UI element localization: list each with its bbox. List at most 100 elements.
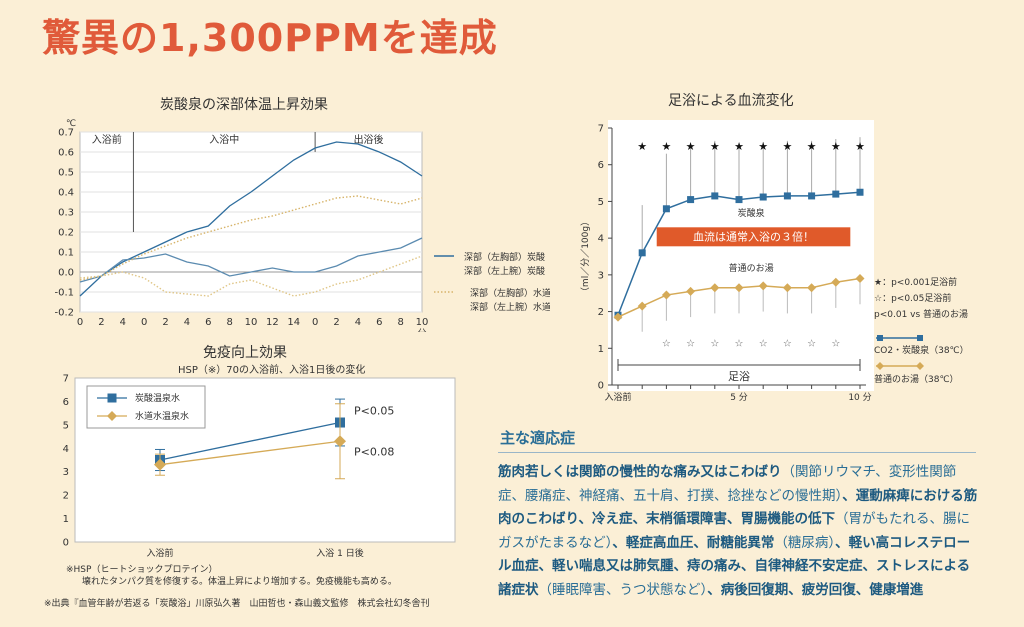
- indication-note-segment: （胃がもたれる、腸にガスがたまるなど）: [498, 511, 970, 551]
- chart1-x-unit: 分: [417, 328, 426, 332]
- chart2-y-tick: 3: [63, 467, 69, 478]
- chart1-y-tick: 0.3: [58, 208, 74, 219]
- chart3-legend-note: p<0.01 vs 普通のお湯: [874, 308, 968, 320]
- chart3-point: [711, 192, 719, 200]
- chart1-x-tick: 0: [77, 317, 83, 328]
- chart3-open-star-marker: ☆: [662, 338, 671, 349]
- chart3-y-tick: 0: [598, 381, 604, 392]
- indication-note-segment: （睡眠障害、うつ状態など）: [538, 581, 708, 598]
- chart2-x-label: 入浴前: [146, 547, 173, 559]
- chart1-series-line-2: [79, 237, 423, 283]
- chart3-point: [710, 283, 720, 293]
- chart2-y-tick: 5: [63, 420, 69, 431]
- chart2-x-label: 入浴 1 日後: [316, 547, 363, 559]
- chart1-x-tick: 6: [376, 317, 382, 328]
- chart1-y-tick: -0.2: [54, 308, 74, 319]
- chart3-point: [855, 274, 865, 284]
- chart1-phase-label: 出浴後: [354, 133, 384, 146]
- chart2-point: [334, 435, 346, 448]
- chart1-y-unit: ℃: [66, 119, 76, 129]
- chart2-annotation: P<0.05: [354, 405, 394, 418]
- chart3-point: [637, 301, 647, 311]
- chart3-y-tick: 6: [598, 160, 604, 171]
- indication-note-segment: （糖尿病）: [774, 534, 836, 551]
- chart3-point: [758, 281, 768, 291]
- chart1-legend-label: 深部（左上腕）水道水: [470, 301, 550, 313]
- chart3-open-star-marker: ☆: [807, 338, 816, 349]
- chart2-series-line-2: [159, 440, 341, 466]
- chart3-point: [783, 192, 791, 200]
- chart3-point: [734, 283, 744, 293]
- chart1-series-line-1: [79, 141, 423, 297]
- chart3-point: [782, 283, 792, 293]
- chart1-y-tick: 0.6: [58, 148, 74, 159]
- chart3-star-marker: ★: [710, 140, 720, 153]
- chart3-series-label: 普通のお湯: [729, 262, 774, 274]
- chart3-star-marker: ★: [637, 140, 647, 153]
- chart2-point: [154, 458, 166, 471]
- indication-bold-segment: 筋肉若しくは関節の慢性的な痛み又はこわばり: [498, 464, 782, 480]
- chart3-x-label: 5 分: [730, 392, 748, 403]
- indications-text: 筋肉若しくは関節の慢性的な痛み又はこわばり（関節リウマチ、変形性関節症、腰痛症、…: [498, 461, 978, 602]
- chart1-legend-label: 深部（左胸部）水道水: [470, 287, 550, 299]
- chart2-legend-marker: [107, 411, 117, 421]
- chart3-y-tick: 7: [598, 124, 604, 135]
- chart2-annotation: P<0.08: [354, 445, 394, 458]
- chart3-point: [638, 249, 646, 257]
- chart1-x-tick: 14: [287, 317, 300, 328]
- chart1-x-tick: 0: [312, 317, 318, 328]
- chart1-x-tick: 8: [397, 317, 403, 328]
- source-citation: ※出典『血管年齢が若返る「炭酸浴」川原弘久著 山田哲也・森山義文監修 株式会社幻…: [44, 599, 430, 609]
- chart3-point: [759, 193, 767, 201]
- chart3-legend-marker: [877, 335, 883, 341]
- chart3-point: [613, 312, 623, 322]
- chart1-legend-label: 深部（左胸部）炭酸: [464, 252, 545, 263]
- chart3-legend-label: CO2・炭酸泉（38℃）: [874, 344, 969, 356]
- headline: 驚異の1,300PPMを達成: [42, 16, 498, 60]
- chart3-legend-marker: [917, 335, 923, 341]
- chart3-x-label: 入浴前: [604, 391, 631, 403]
- chart1-x-tick: 2: [162, 317, 168, 328]
- chart2-y-tick: 0: [63, 538, 69, 549]
- chart2-legend-label: 炭酸温泉水: [135, 392, 180, 404]
- chart1-series-line-3: [79, 195, 423, 281]
- chart3-y-label: （ml／分／100g）: [580, 217, 591, 296]
- indication-bold-segment: 、軽い高コレステロール血症、軽い喘息又は肺気腫、痔の痛み、自律神経不安定症、スト…: [498, 534, 971, 598]
- chart3-callout-text: 血流は通常入浴の３倍！: [693, 229, 814, 243]
- chart3-point: [807, 283, 817, 293]
- chart3-star-marker: ★: [855, 140, 865, 153]
- chart1-svg: 0.7 0.6 0.5 0.4 0.3 0.2 0.1 0.0 -0.1 -0.2 ℃ 0 2 4 0 2 4 6…: [54, 119, 429, 332]
- chart3-point: [735, 196, 743, 204]
- chart3-svg: 7 6 5 4 3 2 1 0 （ml／分／100g） 入浴前 5 分 10 分 足浴 ★ ★ ☆ ★ ☆ ★ ☆ ★ ☆…: [580, 120, 874, 403]
- indications-divider: [498, 452, 976, 453]
- chart1-title: 炭酸泉の深部体温上昇効果: [160, 97, 328, 113]
- chart3-y-tick: 1: [598, 344, 604, 355]
- chart3-open-star-marker: ☆: [735, 338, 744, 349]
- chart3-legend-note: ☆：p<0.05足浴前: [874, 292, 951, 304]
- chart1-x-tick: 12: [266, 317, 279, 328]
- chart2-series-line-1: [159, 421, 341, 461]
- chart3-star-marker: ★: [661, 140, 671, 153]
- chart3-open-star-marker: ☆: [710, 338, 719, 349]
- chart3-y-tick: 5: [598, 197, 604, 208]
- chart3-series-label: 炭酸泉: [738, 207, 765, 219]
- chart3-legend-note: ★：p<0.001足浴前: [874, 276, 957, 288]
- chart3-star-marker: ★: [734, 140, 744, 153]
- chart3-point: [808, 192, 816, 200]
- chart1-y-tick: -0.1: [54, 288, 74, 299]
- chart3-point: [686, 286, 696, 296]
- chart1-phase-label: 入浴前: [92, 133, 122, 146]
- chart3-point: [661, 290, 671, 300]
- chart1-x-tick: 6: [205, 317, 211, 328]
- chart2-subtitle: HSP（※）70の入浴前、入浴1日後の変化: [178, 365, 366, 376]
- chart2-y-tick: 6: [63, 397, 69, 408]
- chart1-x-tick: 10: [416, 317, 429, 328]
- chart1-y-tick: 0.5: [58, 168, 74, 179]
- chart2-legend-marker: [107, 393, 117, 403]
- chart2-legend-label: 水道水温泉水: [135, 410, 189, 422]
- chart3-star-marker: ★: [831, 140, 841, 153]
- chart3-point: [831, 277, 841, 287]
- chart2-y-tick: 7: [63, 374, 69, 385]
- chart1-y-tick: 0.0: [58, 268, 74, 279]
